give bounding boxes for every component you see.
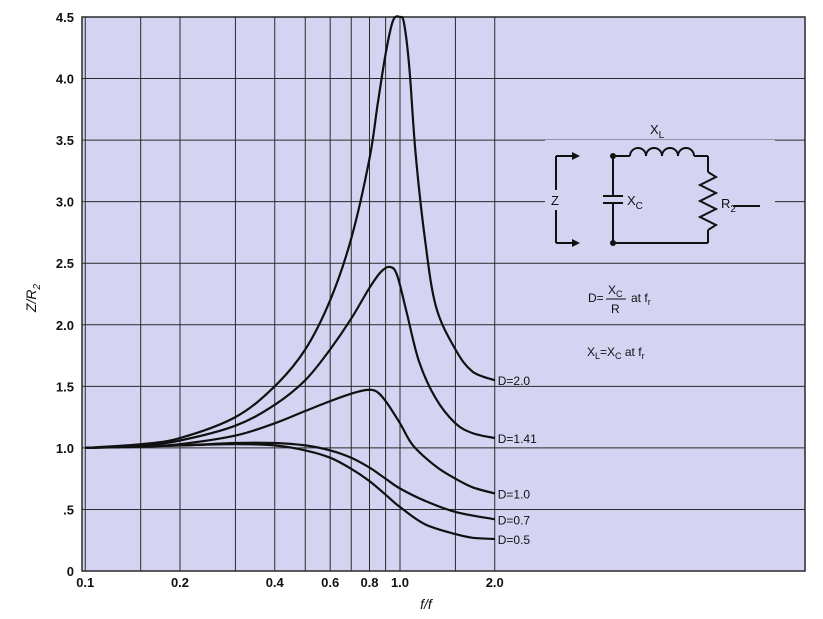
curve-label: D=0.7 <box>498 513 531 527</box>
d-formula: D= XC R at fr <box>588 283 651 316</box>
y-tick-label: 3.0 <box>56 195 74 210</box>
y-axis-label: Z/R2 <box>23 284 43 314</box>
x-tick-label: 0.1 <box>76 575 94 590</box>
x-tick-label: 0.6 <box>321 575 339 590</box>
x-axis-label: f/f <box>420 596 434 612</box>
x-tick-label: 1.0 <box>391 575 409 590</box>
curve-d-1-41 <box>85 265 495 449</box>
xl-equals-xc: XL=XC at fr <box>587 345 645 361</box>
curve-label: D=1.0 <box>498 487 531 501</box>
curve-d-1-0 <box>85 388 495 495</box>
y-tick-label: 4.0 <box>56 72 74 87</box>
curve-d-2-0 <box>85 15 496 449</box>
tick-labels: 0 .5 1.0 1.5 2.0 2.5 3.0 3.5 4.0 4.5 0.1 0.2 0.4 0.6 0… <box>56 10 504 590</box>
y-tick-label: 1.5 <box>56 379 74 394</box>
x-tick-label: 0.8 <box>360 575 378 590</box>
curve-d-0-5 <box>85 443 495 541</box>
y-tick-label: 1.0 <box>56 441 74 456</box>
svg-text:Z: Z <box>551 193 559 208</box>
curve-label: D=0.5 <box>498 533 531 547</box>
y-tick-label: 2.5 <box>56 256 74 271</box>
y-tick-label: 4.5 <box>56 10 74 25</box>
svg-text:R: R <box>611 302 620 316</box>
svg-text:XL=XC at fr: XL=XC at fr <box>587 345 645 361</box>
x-tick-label: 2.0 <box>486 575 504 590</box>
svg-text:at fr: at fr <box>631 291 651 307</box>
y-tick-label: 2.0 <box>56 318 74 333</box>
plot-background <box>81 16 806 572</box>
curve-label: D=1.41 <box>498 432 537 446</box>
y-tick-label: .5 <box>63 502 74 517</box>
curve-labels: D=2.0 D=1.41 D=1.0 D=0.7 D=0.5 <box>498 374 537 547</box>
x-tick-label: 0.4 <box>266 575 285 590</box>
circuit-diagram: Z XC XL R2 <box>545 122 775 260</box>
svg-text:D=: D= <box>588 291 604 305</box>
response-curves <box>85 15 496 541</box>
x-tick-label: 0.2 <box>171 575 189 590</box>
curve-label: D=2.0 <box>498 374 531 388</box>
y-tick-label: 0 <box>67 564 74 579</box>
y-tick-label: 3.5 <box>56 133 74 148</box>
